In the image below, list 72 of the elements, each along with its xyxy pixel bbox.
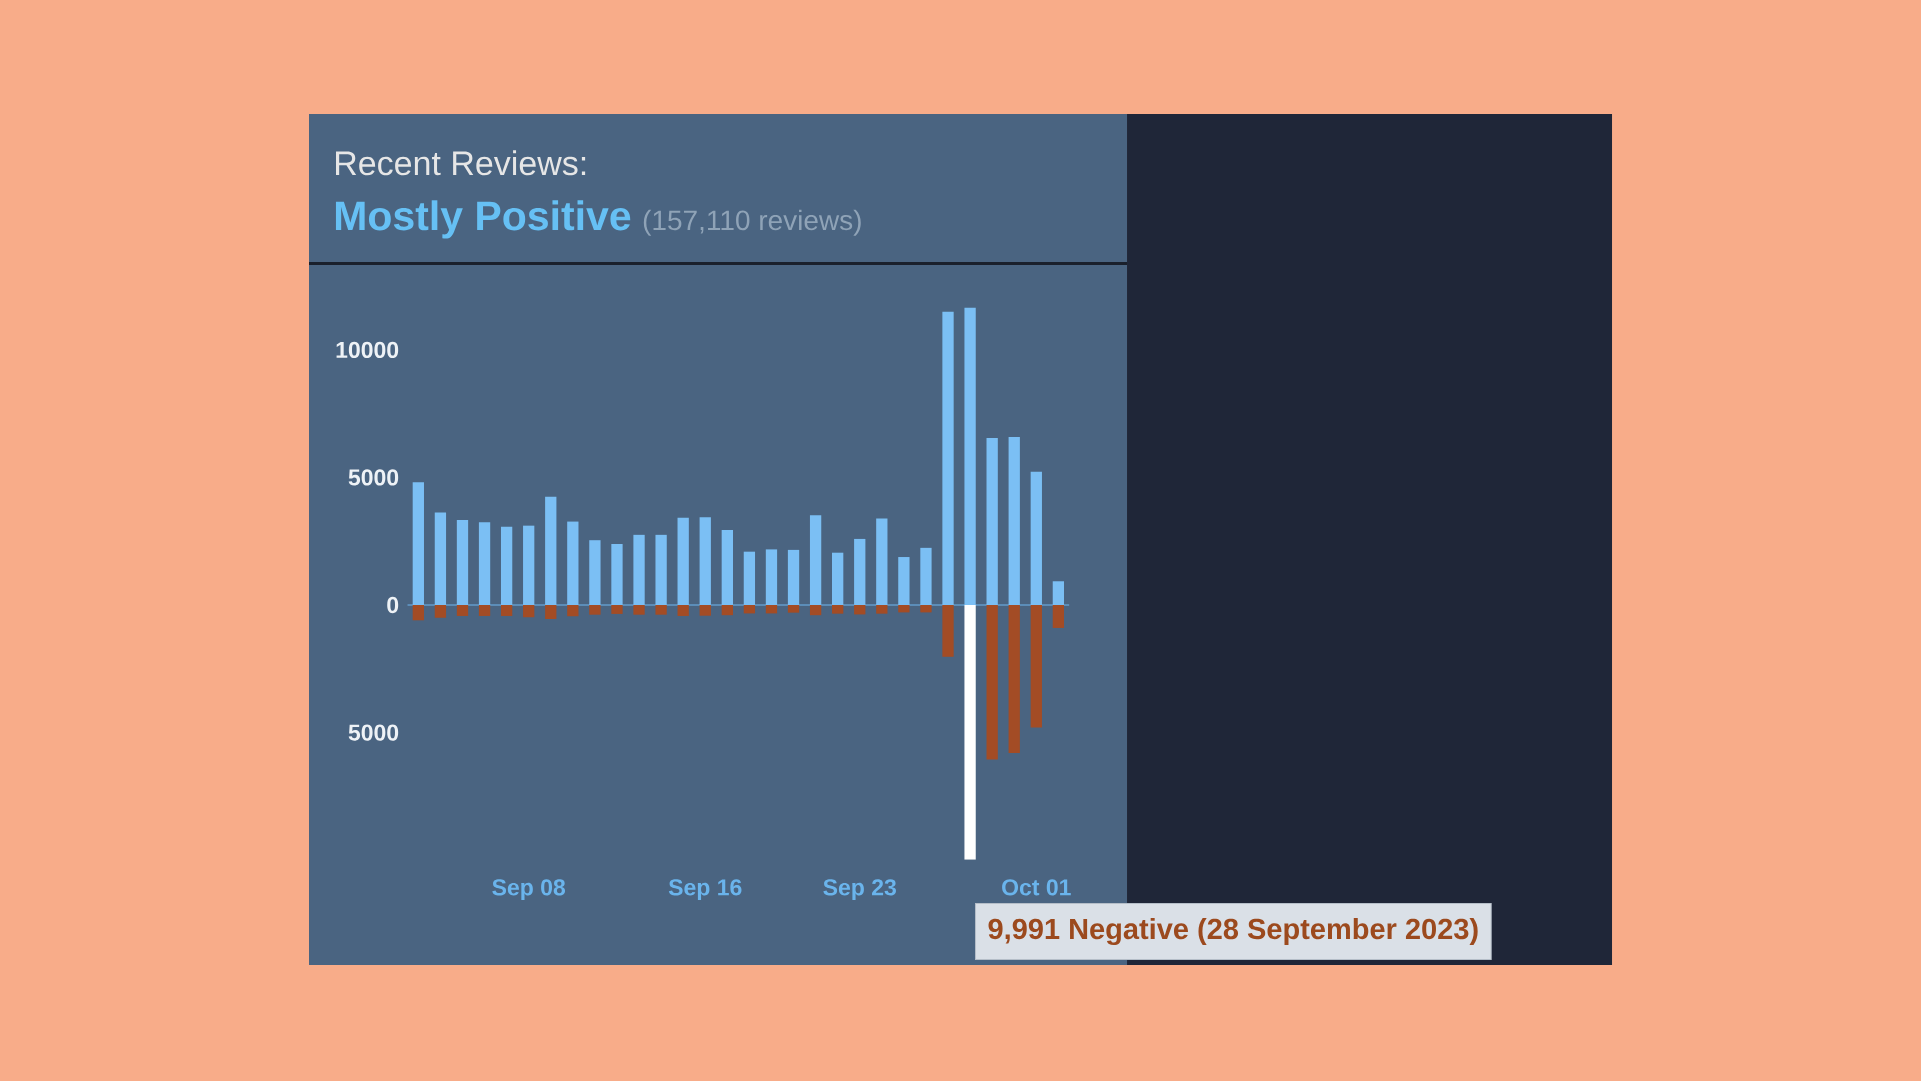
bar bbox=[567, 605, 579, 617]
bar bbox=[545, 605, 557, 620]
bar bbox=[854, 605, 866, 615]
bar bbox=[434, 605, 447, 618]
x-tick-label: Sep 16 bbox=[668, 879, 742, 901]
bar bbox=[986, 605, 998, 760]
bar bbox=[589, 605, 601, 615]
bar bbox=[721, 605, 733, 616]
bar bbox=[787, 549, 800, 605]
bar bbox=[434, 512, 447, 605]
bar bbox=[523, 525, 535, 605]
bar bbox=[920, 605, 932, 613]
text: (157,110 reviews) bbox=[643, 209, 861, 236]
bar bbox=[1052, 605, 1065, 628]
bar bbox=[699, 517, 711, 605]
bar bbox=[1008, 436, 1020, 605]
bar bbox=[964, 307, 976, 605]
bar bbox=[633, 534, 645, 605]
y-tick-label: 5000 bbox=[348, 724, 399, 741]
bar bbox=[1052, 581, 1065, 605]
x-tick-label: Sep 08 bbox=[492, 879, 566, 901]
bar bbox=[942, 605, 954, 657]
bar bbox=[611, 544, 623, 605]
bar bbox=[699, 605, 711, 616]
bar bbox=[920, 547, 932, 605]
bar bbox=[589, 540, 601, 605]
y-tick-label: 0 bbox=[387, 596, 399, 614]
chart-title: Recent Reviews: bbox=[336, 150, 586, 176]
bar bbox=[876, 605, 888, 614]
bar bbox=[809, 515, 822, 605]
bar bbox=[743, 551, 756, 605]
bar bbox=[721, 529, 733, 605]
bar bbox=[655, 534, 667, 605]
bar bbox=[412, 482, 424, 605]
bar bbox=[456, 605, 469, 616]
bar bbox=[787, 605, 800, 613]
bar bbox=[854, 538, 866, 605]
text: 9,991 Negative (28 September 2023) bbox=[988, 917, 1478, 946]
bar bbox=[942, 311, 954, 605]
bar bbox=[964, 605, 976, 860]
bar bbox=[545, 496, 557, 605]
x-tick-label: Oct 01 bbox=[1002, 879, 1071, 896]
bar bbox=[500, 605, 513, 616]
x-tick-label: Sep 23 bbox=[823, 879, 896, 901]
bar bbox=[655, 605, 667, 615]
chart-subtitle: Mostly Positive bbox=[335, 200, 631, 239]
bar bbox=[1008, 605, 1020, 753]
bar bbox=[765, 605, 778, 614]
bar bbox=[478, 605, 491, 616]
bar bbox=[677, 605, 689, 616]
y-tick-label: 10000 bbox=[336, 341, 399, 359]
bar bbox=[765, 549, 778, 605]
bar bbox=[412, 605, 424, 621]
bar bbox=[986, 437, 998, 605]
bar bbox=[633, 605, 645, 615]
bar bbox=[523, 605, 535, 618]
bar bbox=[1030, 471, 1042, 605]
bar bbox=[832, 552, 844, 605]
bar bbox=[898, 605, 910, 613]
bar bbox=[876, 518, 888, 605]
bar bbox=[500, 526, 513, 605]
bar bbox=[478, 522, 491, 605]
bar bbox=[611, 605, 623, 614]
bar bbox=[832, 605, 844, 614]
bar bbox=[809, 605, 822, 616]
bar bbox=[456, 520, 469, 605]
bar bbox=[898, 557, 910, 605]
bar bbox=[677, 517, 689, 605]
bar bbox=[567, 521, 579, 605]
y-tick-label: 5000 bbox=[348, 469, 399, 486]
bar bbox=[1030, 605, 1042, 728]
bar bbox=[743, 605, 756, 614]
